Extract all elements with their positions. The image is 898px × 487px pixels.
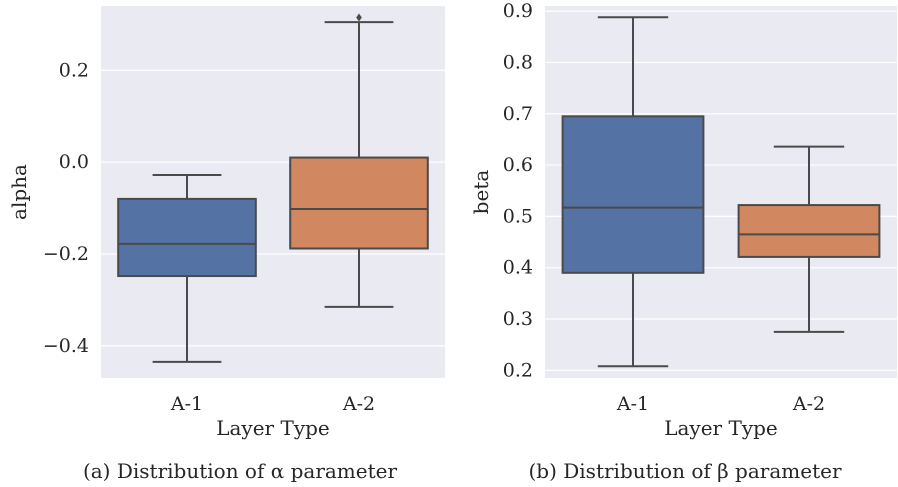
y-tick-label: 0.3 <box>503 308 533 330</box>
x-tick-label: A-2 <box>792 393 825 415</box>
y-tick-label: 0.5 <box>503 205 533 227</box>
y-tick-label: 0.2 <box>59 59 89 81</box>
y-tick-label: 0.2 <box>503 359 533 381</box>
y-tick-label: −0.2 <box>43 243 89 265</box>
x-tick-label: A-1 <box>616 393 649 415</box>
box-a-1 <box>117 174 257 363</box>
y-tick-label: −0.4 <box>43 335 89 357</box>
iqr-box <box>737 204 881 258</box>
y-tick-label: 0.6 <box>503 154 533 176</box>
y-tick-label: 0.9 <box>503 0 533 22</box>
chart-caption: (a) Distribution of α parameter <box>83 459 398 483</box>
iqr-box <box>117 197 257 278</box>
iqr-box <box>289 156 429 250</box>
y-tick-label: 0.7 <box>503 103 533 125</box>
chart-caption: (b) Distribution of β parameter <box>528 459 841 483</box>
outlier-marker <box>356 13 362 22</box>
box-a-2 <box>737 145 881 333</box>
chart-a: −0.4 −0.2 0.0 0.2 A-1 A-2 Layer Type alpha (a) D… <box>7 6 445 483</box>
x-tick-label: A-1 <box>170 393 203 415</box>
y-tick-label: 0.0 <box>59 151 89 173</box>
y-tick-label: 0.8 <box>503 51 533 73</box>
x-axis-label: Layer Type <box>664 416 778 440</box>
x-tick-label: A-2 <box>342 393 375 415</box>
y-tick-label: 0.4 <box>503 257 533 279</box>
y-axis-label: beta <box>469 170 493 215</box>
chart-b: 0.2 0.3 0.4 0.5 0.6 0.7 0.8 0.9 A-1 A-2 Layer Type… <box>469 0 897 483</box>
box-a-2 <box>289 13 429 308</box>
x-axis-label: Layer Type <box>216 416 330 440</box>
y-axis-label: alpha <box>7 164 31 220</box>
box-a-1 <box>561 16 705 368</box>
iqr-box <box>561 115 705 274</box>
